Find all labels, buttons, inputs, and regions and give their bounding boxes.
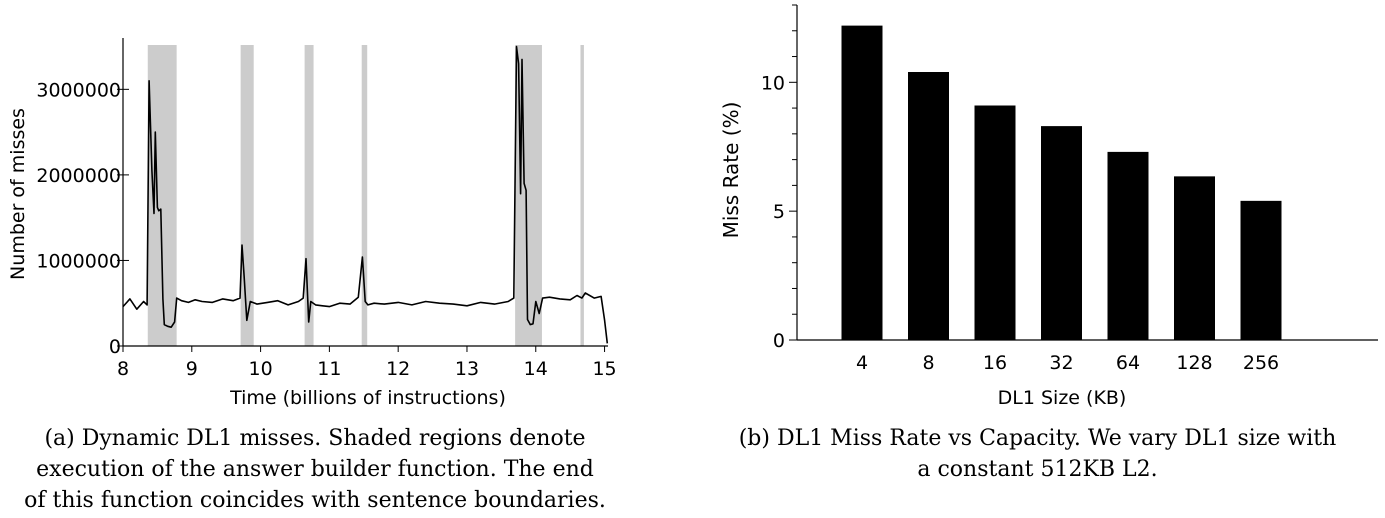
caption-line: (b) DL1 Miss Rate vs Capacity. We vary D… xyxy=(738,426,1337,451)
y-axis-label: Number of misses xyxy=(7,108,29,280)
caption-line: of this function coincides with sentence… xyxy=(24,488,606,513)
bar xyxy=(1107,151,1149,340)
x-tick-label: 9 xyxy=(186,358,198,380)
x-tick-label: 16 xyxy=(983,352,1007,374)
shaded-region xyxy=(361,45,368,346)
bar xyxy=(908,72,949,340)
chart-a: 8 9 10 11 12 13 14 15 0 1000000 2000000 3000000 Num… xyxy=(7,38,617,409)
x-tick-label: 256 xyxy=(1243,352,1279,374)
shaded-region xyxy=(580,45,584,346)
caption-b: (b) DL1 Miss Rate vs Capacity. We vary D… xyxy=(690,423,1385,485)
y-tick-label: 1000000 xyxy=(36,250,121,272)
x-tick-label: 8 xyxy=(922,352,934,374)
x-tick-label: 13 xyxy=(455,358,479,380)
series-line xyxy=(122,45,609,344)
chart-b: 0 5 10 4 8 16 32 64 128 256 Miss Rate (%) DL1 Siz… xyxy=(719,4,1378,409)
bar xyxy=(974,105,1016,340)
x-tick-label: 11 xyxy=(317,358,341,380)
y-tick-label: 0 xyxy=(109,336,121,358)
y-axis-label: Miss Rate (%) xyxy=(719,102,743,239)
y-tick-label: 10 xyxy=(761,72,785,94)
x-tick-label: 14 xyxy=(524,358,548,380)
caption-a: (a) Dynamic DL1 misses. Shaded regions d… xyxy=(0,423,642,516)
bar xyxy=(1240,200,1282,340)
y-tick-label: 0 xyxy=(773,330,785,352)
bar xyxy=(1174,176,1215,340)
x-tick-label: 8 xyxy=(117,358,129,380)
bar xyxy=(1041,126,1082,340)
y-tick-label: 5 xyxy=(773,201,785,223)
y-tick-label: 2000000 xyxy=(36,165,121,187)
x-tick-label: 32 xyxy=(1049,352,1073,374)
bar xyxy=(841,25,883,340)
caption-line: a constant 512KB L2. xyxy=(917,457,1158,482)
x-axis-label: Time (billions of instructions) xyxy=(229,387,506,409)
x-tick-label: 12 xyxy=(386,358,410,380)
x-tick-label: 15 xyxy=(592,358,616,380)
x-axis-label: DL1 Size (KB) xyxy=(998,387,1127,409)
y-tick-label: 3000000 xyxy=(36,79,121,101)
shaded-region xyxy=(240,45,254,346)
x-tick-label: 4 xyxy=(856,352,868,374)
caption-line: execution of the answer builder function… xyxy=(36,457,594,482)
x-tick-label: 10 xyxy=(248,358,272,380)
caption-line: (a) Dynamic DL1 misses. Shaded regions d… xyxy=(44,426,586,451)
x-tick-label: 128 xyxy=(1176,352,1212,374)
shaded-region xyxy=(304,45,314,346)
x-tick-label: 64 xyxy=(1116,352,1140,374)
